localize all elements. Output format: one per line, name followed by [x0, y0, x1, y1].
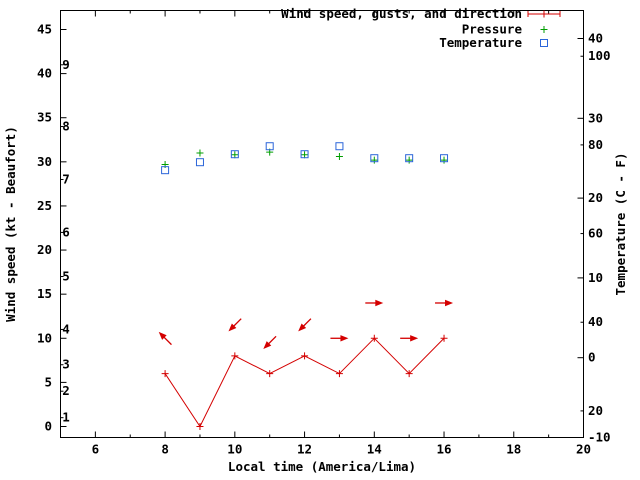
axis-ticks [60, 10, 584, 438]
pressure-point [335, 153, 343, 161]
kt-tick-label: 0 [44, 419, 52, 434]
legend-markers [527, 10, 561, 47]
celsius-tick-label: 0 [588, 350, 596, 365]
beaufort-tick-label: 6 [62, 224, 70, 239]
x-tick-label: 6 [92, 442, 100, 457]
x-tick-label: 20 [576, 442, 591, 457]
wind-speed-point [335, 370, 343, 378]
temperature-point [405, 154, 414, 163]
x-tick-label: 14 [367, 442, 382, 457]
wind-speed-point [266, 370, 274, 378]
y-right-axis-title: Temperature (C - F) [613, 153, 628, 296]
fahrenheit-tick-label: 100 [588, 48, 611, 63]
fahrenheit-tick-label: 20 [588, 403, 603, 418]
temperature-point [230, 150, 239, 159]
wind-speed-point [196, 423, 204, 430]
wind-direction-arrow [263, 335, 277, 350]
fahrenheit-tick-label: 80 [588, 137, 603, 152]
y-left-axis-title: Wind speed (kt - Beaufort) [3, 126, 18, 322]
wind-direction-arrow [158, 331, 172, 346]
celsius-tick-label: -10 [588, 430, 611, 445]
wind-speed-point [440, 334, 448, 342]
kt-tick-label: 10 [37, 330, 52, 345]
x-tick-label: 8 [161, 442, 169, 457]
beaufort-tick-label: 7 [62, 171, 70, 186]
x-tick-label: 18 [506, 442, 521, 457]
temperature-point [440, 154, 449, 163]
legend-marker-temperature [540, 39, 548, 47]
wind-speed-point [405, 370, 413, 378]
kt-tick-label: 5 [44, 374, 52, 389]
plot-border [60, 10, 584, 438]
beaufort-tick-label: 4 [62, 321, 70, 336]
temperature-point [335, 142, 344, 151]
celsius-tick-label: 40 [588, 31, 603, 46]
wind-speed-point [370, 334, 378, 342]
temperature-point [370, 154, 379, 163]
pressure-point [231, 151, 239, 159]
kt-tick-label: 45 [37, 22, 52, 37]
beaufort-tick-label: 1 [62, 410, 70, 425]
wind-direction-arrow [228, 318, 242, 332]
legend-marker-pressure-plus [540, 26, 548, 33]
kt-tick-label: 30 [37, 154, 52, 169]
fahrenheit-tick-label: 60 [588, 226, 603, 241]
legend: Wind speed, gusts, and direction Pressur… [281, 6, 522, 50]
beaufort-tick-label: 9 [62, 57, 70, 72]
series-layer [158, 142, 454, 430]
wind-speed-point [231, 352, 239, 360]
celsius-tick-label: 20 [588, 190, 603, 205]
pressure-point [370, 156, 378, 164]
kt-tick-label: 35 [37, 110, 52, 125]
beaufort-tick-label: 2 [62, 383, 70, 398]
x-axis-title: Local time (America/Lima) [228, 459, 416, 474]
legend-marker-wind-plus [540, 10, 548, 18]
pressure-point [440, 156, 448, 164]
wind-speed-line [164, 337, 445, 428]
kt-tick-label: 20 [37, 242, 52, 257]
pressure-point [196, 149, 204, 157]
beaufort-tick-label: 8 [62, 119, 70, 134]
temperature-point [161, 166, 170, 175]
temperature-point [265, 142, 274, 151]
fahrenheit-tick-label: 40 [588, 314, 603, 329]
pressure-point [301, 151, 309, 159]
wind-direction-arrow [298, 318, 312, 332]
legend-label-pressure: Pressure [462, 22, 523, 37]
beaufort-tick-label: 3 [62, 357, 70, 372]
temperature-point [195, 158, 204, 167]
legend-marker-pressure [540, 26, 548, 33]
wind-speed-point [301, 352, 309, 360]
wind-speed-point [161, 370, 169, 378]
temperature-point [300, 150, 309, 159]
wind-direction-arrow [435, 299, 454, 307]
kt-tick-label: 40 [37, 66, 52, 81]
x-tick-label: 12 [297, 442, 312, 457]
wind-direction-arrow [365, 299, 384, 307]
tick-labels: 6 8 10 12 14 16 18 2005101520253035404512345678… [37, 22, 611, 457]
kt-tick-label: 15 [37, 286, 52, 301]
legend-marker-temperature-square [540, 39, 548, 47]
x-tick-label: 10 [227, 442, 242, 457]
pressure-point [405, 156, 413, 164]
beaufort-tick-label: 5 [62, 269, 70, 284]
wind-direction-arrow [330, 335, 349, 342]
celsius-tick-label: 30 [588, 110, 603, 125]
legend-label-wind: Wind speed, gusts, and direction [281, 6, 522, 21]
legend-label-temperature: Temperature [439, 35, 522, 50]
x-tick-label: 16 [437, 442, 452, 457]
kt-tick-label: 25 [37, 198, 52, 213]
legend-marker-wind [527, 10, 561, 18]
celsius-tick-label: 10 [588, 270, 603, 285]
wind-direction-arrow [400, 335, 419, 342]
